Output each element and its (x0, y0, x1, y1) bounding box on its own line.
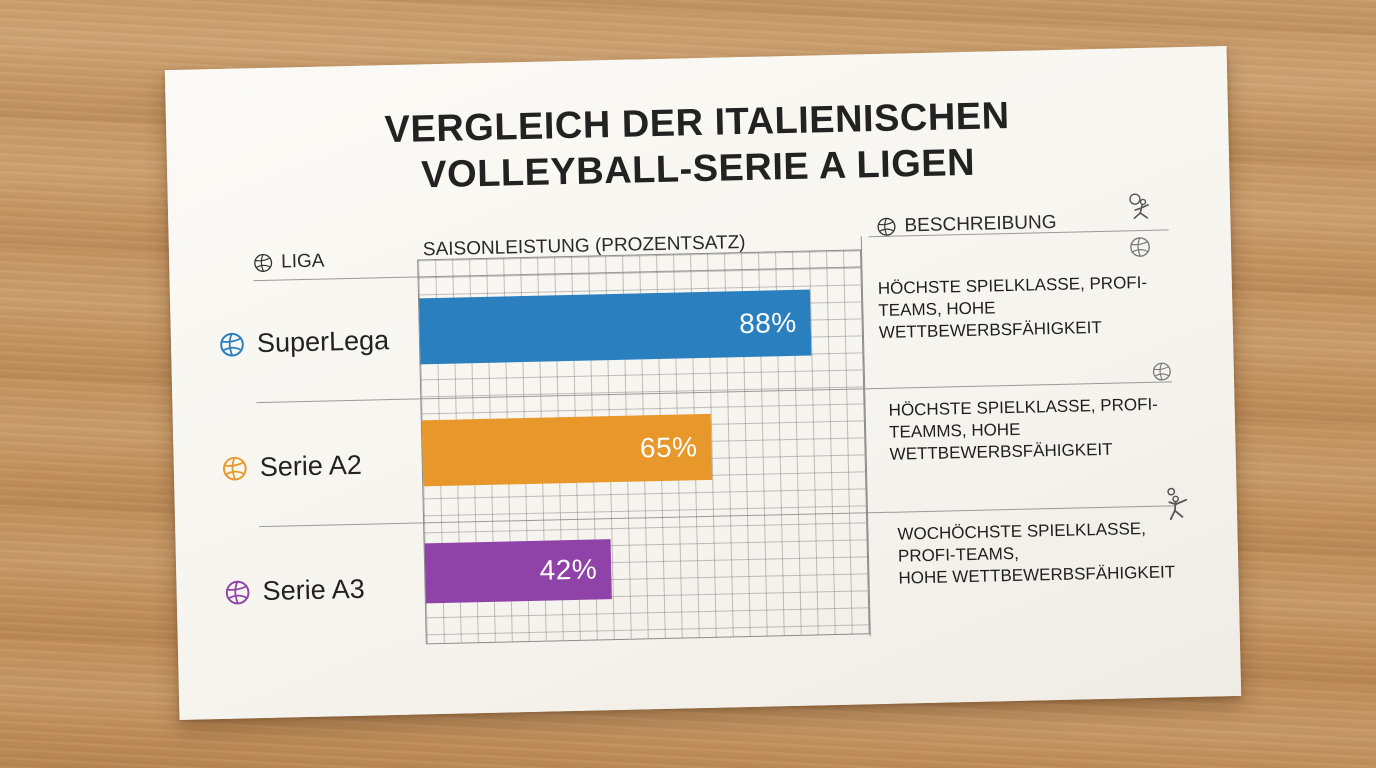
bar-superlega: 88% (419, 289, 812, 365)
description-serie-a2: Höchste Spielklasse, Profi- Teamms, hohe… (888, 393, 1189, 466)
volleyball-icon (224, 579, 251, 606)
volleyball-icon (1152, 361, 1172, 381)
bar-serie-a3: 42% (424, 539, 612, 604)
volleyball-player-icon (1160, 487, 1195, 524)
bar-chart-area: 88% 65% 42% (417, 249, 870, 645)
chart-title: Vergleich der Italienischen Volleyball-S… (166, 88, 1230, 204)
league-label: SuperLega (256, 325, 390, 359)
bar-serie-a2: 65% (421, 413, 713, 487)
bar-value-label-superlega: 88% (738, 306, 797, 340)
volleyball-icon (1129, 236, 1151, 258)
volleyball-icon (876, 217, 896, 237)
league-serie-a3: Serie A3 (224, 574, 365, 608)
paper-sheet: Vergleich der Italienischen Volleyball-S… (164, 46, 1242, 720)
volleyball-icon (253, 253, 273, 273)
league-label: Serie A2 (259, 449, 363, 483)
volleyball-icon (219, 331, 246, 358)
header-league: Liga (253, 251, 325, 275)
bar-value-label-serie-a3: 42% (539, 553, 598, 586)
league-superlega: SuperLega (219, 325, 390, 360)
bar-value-label-serie-a2: 65% (639, 431, 698, 464)
header-league-label: Liga (280, 250, 325, 273)
league-serie-a2: Serie A2 (221, 450, 362, 484)
description-superlega: Höchste Spielklasse, Profi- Teams, hohe … (878, 271, 1179, 344)
volleyball-icon (222, 455, 249, 482)
volleyball-player-icon (1123, 192, 1156, 225)
league-label: Serie A3 (262, 573, 365, 607)
description-serie-a3: Wochöchste Spielklasse, Profi-Teams, hoh… (897, 517, 1198, 590)
